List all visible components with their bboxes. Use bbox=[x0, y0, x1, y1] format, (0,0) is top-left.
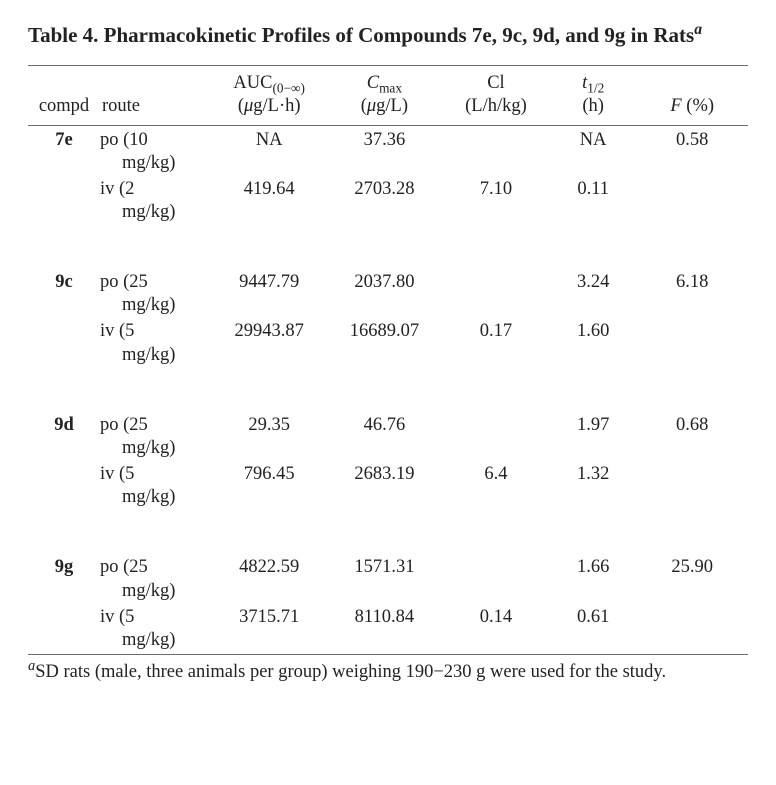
cell-cmax: 8110.84 bbox=[327, 605, 442, 655]
cell-f: 6.18 bbox=[636, 268, 748, 319]
cell-route: iv (5mg/kg) bbox=[100, 605, 212, 655]
table-row: iv (5mg/kg)3715.718110.840.140.61 bbox=[28, 605, 748, 655]
cell-auc: 419.64 bbox=[212, 177, 327, 226]
cell-auc: 3715.71 bbox=[212, 605, 327, 655]
cell-cmax: 2683.19 bbox=[327, 462, 442, 511]
table-row: 9dpo (25mg/kg)29.3546.76 1.970.68 bbox=[28, 411, 748, 462]
footnote-text: SD rats (male, three animals per group) … bbox=[35, 662, 666, 682]
cell-cl: 0.14 bbox=[442, 605, 550, 655]
cell-cl bbox=[442, 411, 550, 462]
cell-route: iv (2mg/kg) bbox=[100, 177, 212, 226]
cell-cmax: 46.76 bbox=[327, 411, 442, 462]
cell-auc: 29943.87 bbox=[212, 319, 327, 368]
cell-cmax: 16689.07 bbox=[327, 319, 442, 368]
cell-compd: 9d bbox=[28, 411, 100, 462]
cell-thalf: 1.66 bbox=[550, 553, 636, 604]
table-row: iv (5mg/kg)796.452683.196.41.32 bbox=[28, 462, 748, 511]
group-separator bbox=[28, 369, 748, 411]
cell-f bbox=[636, 462, 748, 511]
table-title-text: Table 4. Pharmacokinetic Profiles of Com… bbox=[28, 23, 694, 47]
table-title-footnote-marker: a bbox=[694, 21, 702, 38]
cell-route: po (25mg/kg) bbox=[100, 553, 212, 604]
cell-f: 0.58 bbox=[636, 125, 748, 177]
cell-auc: 4822.59 bbox=[212, 553, 327, 604]
cell-route: po (10mg/kg) bbox=[100, 125, 212, 177]
cell-thalf: 1.60 bbox=[550, 319, 636, 368]
col-auc: AUC(0−∞) (μg/L·h) bbox=[212, 66, 327, 125]
cell-cl: 6.4 bbox=[442, 462, 550, 511]
cell-cmax: 2703.28 bbox=[327, 177, 442, 226]
pk-table: compd route AUC(0−∞) (μg/L·h) Cmax (μg/L… bbox=[28, 65, 748, 655]
cell-auc: 796.45 bbox=[212, 462, 327, 511]
cell-cmax: 37.36 bbox=[327, 125, 442, 177]
group-separator bbox=[28, 226, 748, 268]
cell-route: po (25mg/kg) bbox=[100, 411, 212, 462]
col-compd: compd bbox=[28, 66, 100, 125]
cell-cl bbox=[442, 268, 550, 319]
table-row: 7epo (10mg/kg)NA37.36NA0.58 bbox=[28, 125, 748, 177]
table-row: iv (2mg/kg)419.642703.287.100.11 bbox=[28, 177, 748, 226]
cell-auc: NA bbox=[212, 125, 327, 177]
table-row: 9gpo (25mg/kg)4822.591571.31 1.6625.90 bbox=[28, 553, 748, 604]
table-row: iv (5mg/kg)29943.8716689.070.171.60 bbox=[28, 319, 748, 368]
cell-cl bbox=[442, 553, 550, 604]
cell-cl bbox=[442, 125, 550, 177]
group-separator bbox=[28, 511, 748, 553]
cell-auc: 9447.79 bbox=[212, 268, 327, 319]
cell-auc: 29.35 bbox=[212, 411, 327, 462]
table-footnote: aSD rats (male, three animals per group)… bbox=[28, 661, 748, 685]
cell-cmax: 1571.31 bbox=[327, 553, 442, 604]
cell-thalf: 0.11 bbox=[550, 177, 636, 226]
col-cmax: Cmax (μg/L) bbox=[327, 66, 442, 125]
cell-route: iv (5mg/kg) bbox=[100, 319, 212, 368]
cell-compd bbox=[28, 605, 100, 655]
cell-compd: 9c bbox=[28, 268, 100, 319]
cell-f bbox=[636, 605, 748, 655]
cell-compd bbox=[28, 177, 100, 226]
cell-compd bbox=[28, 462, 100, 511]
table-row: 9cpo (25mg/kg)9447.792037.80 3.246.18 bbox=[28, 268, 748, 319]
cell-thalf: 3.24 bbox=[550, 268, 636, 319]
cell-f: 0.68 bbox=[636, 411, 748, 462]
col-f: F (%) bbox=[636, 66, 748, 125]
cell-thalf: 1.97 bbox=[550, 411, 636, 462]
cell-compd: 9g bbox=[28, 553, 100, 604]
cell-compd: 7e bbox=[28, 125, 100, 177]
cell-route: po (25mg/kg) bbox=[100, 268, 212, 319]
cell-thalf: 0.61 bbox=[550, 605, 636, 655]
table-title: Table 4. Pharmacokinetic Profiles of Com… bbox=[28, 22, 748, 49]
col-cl: Cl(L/h/kg) bbox=[442, 66, 550, 125]
cell-thalf: NA bbox=[550, 125, 636, 177]
cell-f: 25.90 bbox=[636, 553, 748, 604]
cell-cmax: 2037.80 bbox=[327, 268, 442, 319]
cell-f bbox=[636, 319, 748, 368]
col-thalf: t1/2(h) bbox=[550, 66, 636, 125]
col-route: route bbox=[100, 66, 212, 125]
cell-route: iv (5mg/kg) bbox=[100, 462, 212, 511]
cell-thalf: 1.32 bbox=[550, 462, 636, 511]
cell-cl: 7.10 bbox=[442, 177, 550, 226]
cell-f bbox=[636, 177, 748, 226]
cell-cl: 0.17 bbox=[442, 319, 550, 368]
cell-compd bbox=[28, 319, 100, 368]
